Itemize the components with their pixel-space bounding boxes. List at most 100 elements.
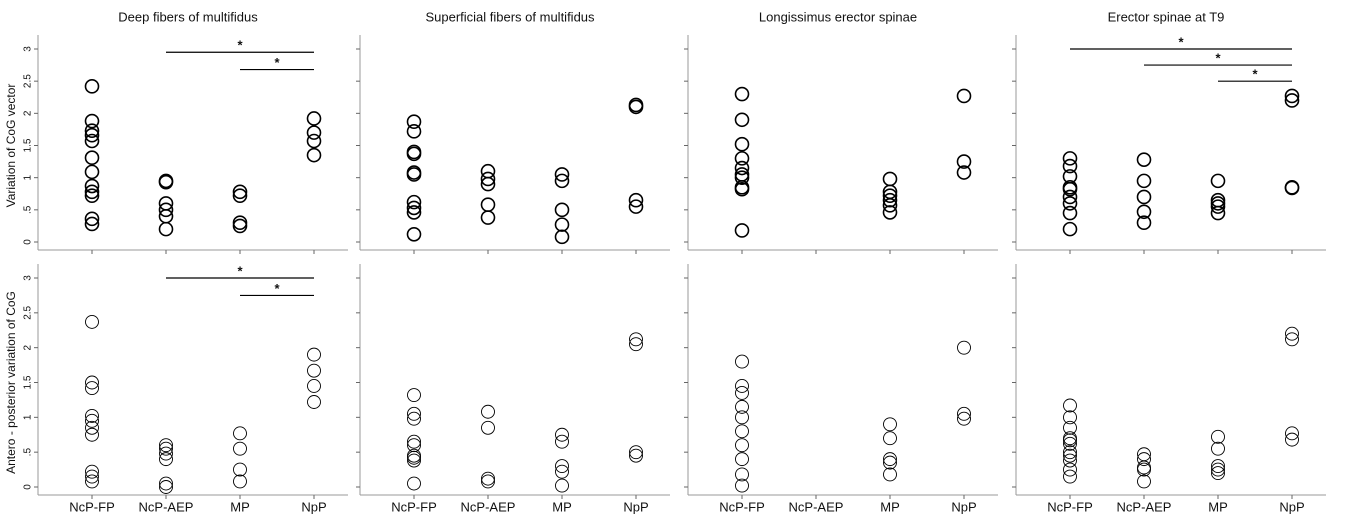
- data-point: [481, 420, 495, 435]
- y-tick-label: .5: [23, 205, 34, 214]
- data-point: [629, 445, 643, 460]
- data-point: [629, 332, 643, 347]
- data-point: [1211, 459, 1225, 474]
- data-point: [883, 455, 897, 470]
- data-point: [481, 474, 495, 489]
- data-point: [1063, 469, 1077, 484]
- data-point: [1137, 462, 1151, 477]
- x-tick-label: NcP-FP: [719, 499, 765, 514]
- data-point: [628, 192, 644, 208]
- data-point: [956, 154, 972, 169]
- data-point: [407, 434, 421, 449]
- data-point: [85, 469, 99, 484]
- data-point: [406, 200, 422, 216]
- data-point: [480, 197, 496, 212]
- data-point: [84, 178, 100, 194]
- data-point: [84, 188, 100, 203]
- data-point: [307, 379, 321, 393]
- data-point: [407, 453, 421, 468]
- significance-star: *: [237, 38, 243, 53]
- y-tick-label: 3: [23, 46, 34, 52]
- data-point: [85, 420, 99, 435]
- panel-title: Superficial fibers of multifidus: [425, 9, 595, 24]
- data-point: [554, 173, 570, 189]
- significance-star: *: [237, 263, 243, 278]
- data-point: [883, 417, 897, 432]
- y-tick-label: 2.5: [23, 305, 34, 319]
- data-point: [1136, 189, 1152, 205]
- data-point: [1211, 429, 1225, 444]
- data-point: [735, 478, 749, 493]
- y-tick-label: 1: [23, 414, 34, 420]
- data-point: [734, 181, 750, 197]
- data-point: [158, 221, 174, 237]
- data-point: [159, 480, 173, 494]
- data-point: [1285, 326, 1299, 341]
- data-point: [734, 136, 750, 152]
- data-point: [735, 467, 749, 482]
- data-point: [232, 215, 248, 230]
- data-point: [554, 167, 570, 182]
- data-point: [85, 474, 99, 489]
- x-tick-label: NcP-AEP: [1117, 499, 1172, 514]
- data-point: [159, 476, 173, 491]
- y-tick-label: 3: [23, 275, 34, 281]
- data-point: [233, 462, 247, 477]
- data-point: [734, 112, 750, 128]
- x-tick-label: MP: [1208, 499, 1228, 514]
- data-point: [1062, 181, 1078, 197]
- data-point: [882, 188, 898, 203]
- data-point: [734, 151, 750, 166]
- data-point: [1062, 151, 1078, 166]
- data-point: [1063, 436, 1077, 451]
- data-point: [481, 471, 495, 486]
- data-point: [307, 347, 321, 362]
- data-point: [1063, 453, 1077, 468]
- data-point: [84, 123, 100, 139]
- x-tick-label: NpP: [951, 499, 976, 514]
- data-point: [306, 133, 322, 149]
- data-point: [1136, 215, 1152, 230]
- data-point: [555, 434, 569, 449]
- data-point: [159, 452, 173, 467]
- data-point: [1284, 88, 1300, 104]
- x-tick-label: NcP-AEP: [461, 499, 516, 514]
- data-point: [1285, 432, 1299, 447]
- data-point: [232, 218, 248, 234]
- data-point: [159, 446, 173, 461]
- data-point: [957, 340, 971, 355]
- data-point: [406, 205, 422, 220]
- data-point: [84, 211, 100, 227]
- data-point: [407, 411, 421, 426]
- data-point: [555, 459, 569, 474]
- data-point: [957, 411, 971, 426]
- y-tick-label: 1.5: [23, 138, 34, 152]
- data-point: [306, 147, 322, 163]
- y-tick-label: 2.5: [23, 74, 34, 88]
- data-point: [1285, 332, 1299, 347]
- data-point: [85, 381, 99, 396]
- data-point: [85, 427, 99, 442]
- data-point: [882, 205, 898, 220]
- data-point: [85, 314, 99, 329]
- data-point: [734, 223, 750, 238]
- data-point: [480, 163, 496, 179]
- data-point: [956, 88, 972, 104]
- y-tick-label: .5: [23, 448, 34, 457]
- data-point: [882, 198, 898, 213]
- data-point: [406, 124, 422, 139]
- data-point: [1063, 445, 1077, 460]
- data-point: [406, 226, 422, 242]
- data-point: [1137, 452, 1151, 467]
- data-point: [1284, 180, 1300, 196]
- data-point: [1137, 474, 1151, 489]
- data-point: [233, 441, 247, 456]
- data-point: [159, 441, 173, 456]
- data-point: [1210, 173, 1226, 189]
- data-point: [85, 375, 99, 390]
- data-point: [480, 210, 496, 225]
- y-tick-label: 1: [23, 174, 34, 180]
- data-point: [1062, 189, 1078, 205]
- x-tick-label: MP: [880, 499, 900, 514]
